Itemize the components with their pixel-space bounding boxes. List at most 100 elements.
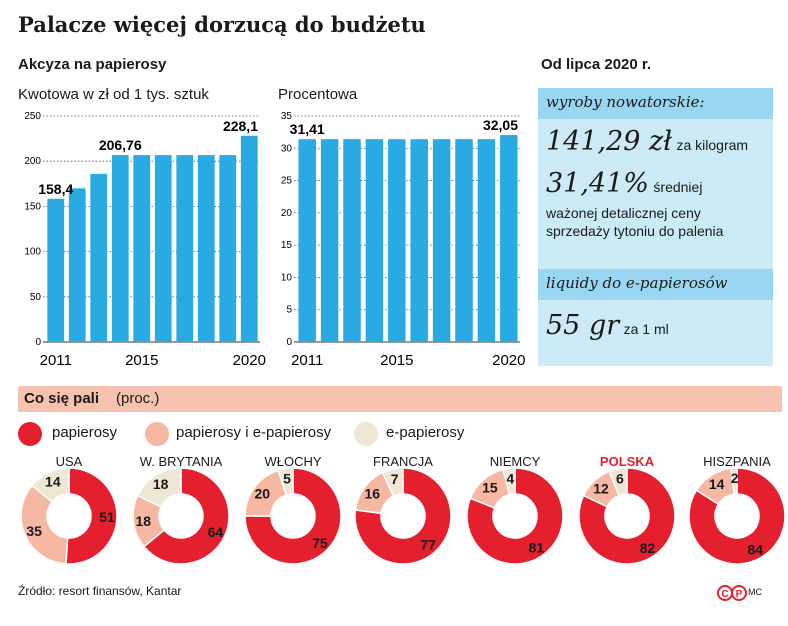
donut-slice [20,484,69,565]
donut-slice [578,467,676,565]
donut-slice [354,467,452,565]
author-credit: MC [748,587,762,597]
bar [133,155,151,342]
donut-slice [688,467,786,565]
novel-percent-text-1: średniej [653,179,703,195]
donut-slice [608,467,628,497]
donut-value-label: 7 [391,471,399,487]
bar [197,155,215,342]
liquid-unit: za 1 ml [623,321,669,337]
svg-text:P: P [736,589,743,600]
smoking-band: Co się pali (proc.) [18,386,782,412]
bar [219,155,237,342]
novel-amount-unit: za kilogram [676,137,749,153]
y-tick-label: 100 [24,247,41,258]
y-tick-label: 25 [281,176,293,187]
novel-percent-text-3: sprzedaży tytoniu do palenia [546,223,724,239]
donut-value-label: 82 [640,540,656,556]
liquids-header: liquidy do e-papierosów [538,269,773,300]
novel-products-header: wyroby nowatorskie: [538,88,773,119]
legend-ecig: e-papierosy [386,424,465,441]
source-note: Źródło: resort finansów, Kantar [18,584,182,598]
donut-value-label: 5 [283,470,291,486]
bar-data-label: 158,4 [38,181,73,197]
novel-percent-text-2: ważonej detalicznej ceny [546,205,701,221]
donut-value-label: 15 [482,479,498,495]
bar [298,139,316,342]
y-tick-label: 5 [286,305,292,316]
x-tick-label: 2011 [291,352,323,369]
svg-text:C: C [721,589,728,600]
liquids-amount-line: 55 gr za 1 ml [546,310,669,341]
x-tick-label: 2015 [125,352,158,369]
donut-slice [381,467,404,498]
y-tick-label: 10 [281,272,293,283]
donut-country-label: USA [56,454,83,469]
donut-value-label: 2 [731,470,739,486]
y-tick-label: 35 [281,111,293,122]
legend-swatch-ecig [354,422,378,446]
novel-products-label: wyroby nowatorskie: [546,93,705,111]
x-tick-label: 2015 [380,352,413,369]
donut-value-label: 81 [529,539,545,555]
donut-slice [136,467,182,508]
donut-value-label: 14 [45,474,61,490]
donut-value-label: 20 [254,486,270,502]
donut-slice [277,467,294,497]
donut-value-label: 75 [312,535,328,551]
donut-value-label: 6 [616,471,624,487]
smoking-title: Co się pali [24,390,100,407]
legend-swatch-both [145,422,169,446]
bar [343,139,361,342]
y-tick-label: 20 [281,208,293,219]
donut-value-label: 18 [153,476,169,492]
bar-data-label: 228,1 [223,118,258,134]
donut-value-label: 84 [748,541,764,557]
agency-logo-icon: C P [717,585,747,601]
donut-country-label: W. BRYTANIA [140,454,223,469]
legend-both: papierosy i e-papierosy [176,424,332,441]
donut-country-label: NIEMCY [490,454,541,469]
donut-country-label: FRANCJA [373,454,433,469]
smoking-unit: (proc.) [116,390,160,407]
bar [90,173,108,342]
legend-swatch-cigarettes [18,422,42,446]
x-tick-label: 2020 [492,352,525,369]
donut-slice [466,467,564,565]
donut-slice [30,467,70,504]
y-tick-label: 30 [281,143,293,154]
y-tick-label: 150 [24,201,41,212]
liquids-label: liquidy do e-papierosów [546,274,728,292]
donut-value-label: 12 [593,480,609,496]
donut-value-label: 14 [709,476,725,492]
bar-data-label: 32,05 [483,117,518,133]
novel-heading: Od lipca 2020 r. [541,56,652,73]
donut-value-label: 16 [364,486,380,502]
bar [68,188,86,342]
bar [477,139,496,342]
excise-heading: Akcyza na papierosy [18,56,167,73]
x-tick-label: 2020 [233,352,266,369]
y-tick-label: 15 [281,240,293,251]
donut-slice [244,467,342,565]
donut-value-label: 77 [420,537,436,553]
y-tick-label: 250 [24,111,41,122]
donut-country-label: HISZPANIA [703,454,771,469]
page-title: Palacze więcej dorzucą do budżetu [18,12,426,37]
bar [410,139,428,342]
y-tick-label: 200 [24,156,41,167]
liquid-amount: 55 gr [546,310,620,341]
y-tick-label: 0 [35,337,41,348]
y-tick-label: 0 [286,337,292,348]
donut-value-label: 18 [136,513,152,529]
bar [176,155,194,342]
legend-cigarettes: papierosy [52,424,118,441]
donut-slice [730,467,738,496]
bar [432,139,451,342]
donut-value-label: 64 [208,524,224,540]
novel-percent-line: 31,41% średniej [546,168,702,199]
donut-slice [142,467,230,565]
bar-data-label: 206,76 [99,137,142,153]
